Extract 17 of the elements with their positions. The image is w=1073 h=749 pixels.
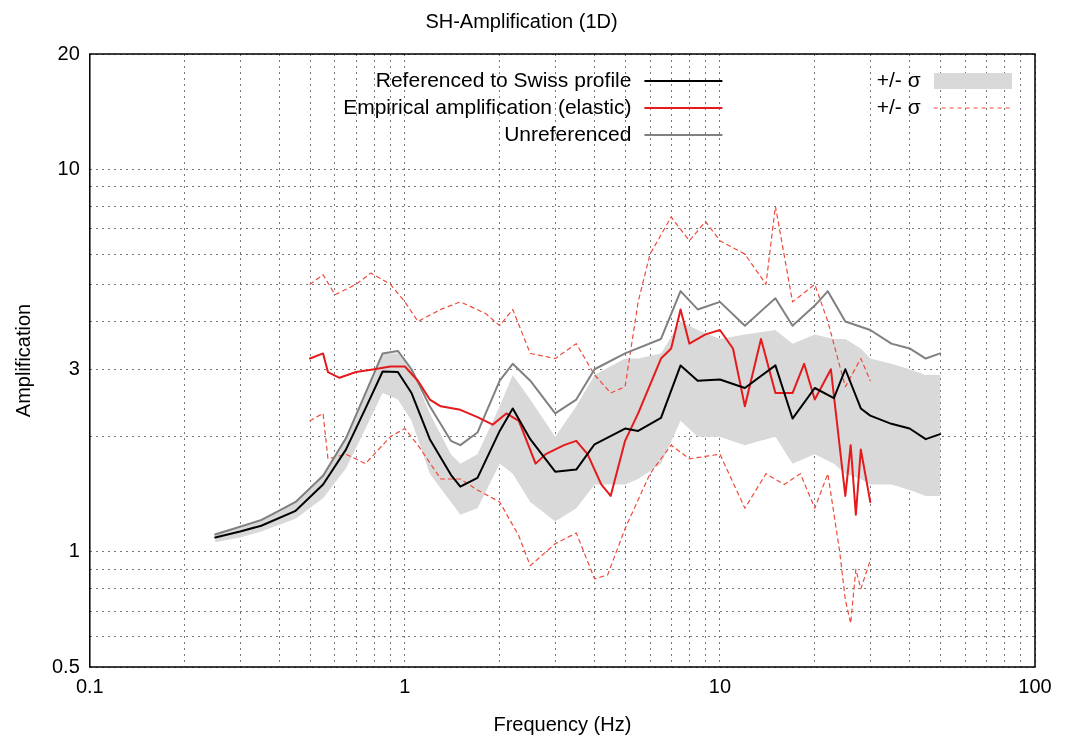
y-tick-label: 10 <box>57 156 80 179</box>
y-axis-title: Amplification <box>11 303 34 418</box>
y-tick-label: 1 <box>68 539 80 562</box>
y-tick-label: 0.5 <box>51 654 80 677</box>
y-tick-label: 20 <box>57 41 80 64</box>
chart-title: SH-Amplification (1D) <box>425 9 618 32</box>
x-tick-label: 0.1 <box>75 674 104 697</box>
legend-label: Empirical amplification (elastic) <box>343 94 632 118</box>
y-tick-label: 3 <box>68 356 80 379</box>
x-tick-label: 1 <box>399 674 411 697</box>
legend-label: Unreferenced <box>504 121 632 145</box>
legend-label: +/- σ <box>876 94 921 118</box>
annotation: +/- σ <box>876 67 921 91</box>
x-axis-title: Frequency (Hz) <box>493 712 632 735</box>
x-tick-label: 100 <box>1018 674 1052 697</box>
x-tick-label: 10 <box>708 674 732 697</box>
legend-label: Referenced to Swiss profile <box>375 67 632 91</box>
